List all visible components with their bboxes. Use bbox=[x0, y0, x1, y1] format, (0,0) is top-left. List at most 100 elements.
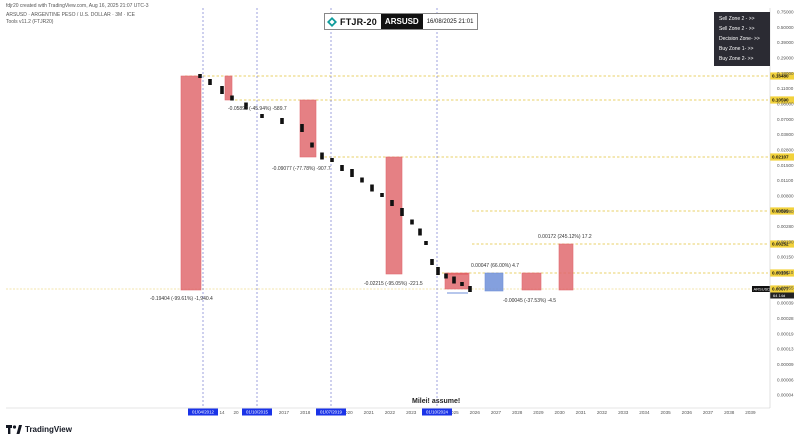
x-tick-label: 2034 bbox=[639, 410, 650, 415]
pair-badge: ARSUSD bbox=[380, 14, 423, 29]
y-tick-label: 0.00006 bbox=[777, 377, 794, 382]
y-tick-label: 0.11000 bbox=[777, 86, 794, 91]
zone-item-buy-2: Buy Zone 2- >> bbox=[719, 56, 754, 62]
chart-caption: Milei! assume! bbox=[412, 398, 461, 405]
x-tick-label: 2031 bbox=[576, 410, 587, 415]
x-tick-label: 2017 bbox=[279, 410, 290, 415]
y-tick-label: 0.39000 bbox=[777, 40, 794, 45]
annotation-label: 0.00172 (245.12%) 17.2 bbox=[538, 234, 592, 240]
level-label-bg bbox=[770, 240, 794, 248]
y-tick-label: 0.00028 bbox=[777, 316, 794, 321]
gain-box-2026 bbox=[484, 272, 504, 292]
candle bbox=[244, 102, 248, 110]
diamond-logo-icon bbox=[325, 14, 339, 29]
candle bbox=[208, 79, 212, 85]
date-badge-label: 01/10/2015 bbox=[246, 410, 269, 415]
candle bbox=[330, 158, 334, 162]
x-tick-label: 2038 bbox=[724, 410, 735, 415]
candle bbox=[430, 259, 434, 265]
annotation-label: -0.00045 (-37.53%) -4.5 bbox=[503, 298, 556, 304]
candle bbox=[310, 142, 314, 148]
y-tick-label: 0.00009 bbox=[777, 362, 794, 367]
y-tick-label: 0.00390 bbox=[777, 209, 794, 214]
level-label-bg bbox=[770, 285, 794, 293]
x-tick-label: 20 bbox=[233, 410, 239, 415]
level-label-bg bbox=[770, 207, 794, 215]
annotation-label: -0.02215 (-95.05%) -221.5 bbox=[364, 281, 423, 287]
x-tick-label: 2022 bbox=[385, 410, 396, 415]
x-tick-label: 2037 bbox=[703, 410, 714, 415]
header-date: 16/08/2025 21:01 bbox=[426, 18, 474, 25]
annotations: -0.05897 (-45.94%) -589.7 -0.09077 (-77.7… bbox=[150, 106, 592, 304]
y-axis: 0.75000 0.50000 0.39000 0.29000 0.18000 0.110… bbox=[769, 8, 794, 408]
level-label: 0.00077 bbox=[772, 287, 789, 292]
x-tick-label: 2030 bbox=[554, 410, 565, 415]
candle bbox=[410, 219, 414, 225]
y-tick-label: 0.00013 bbox=[777, 347, 794, 352]
date-badge-bg bbox=[188, 408, 218, 416]
decline-box-2021 bbox=[385, 156, 403, 275]
tradingview-brand: TradingView bbox=[25, 425, 72, 434]
zone-item-decision: Decision Zone- >> bbox=[719, 36, 760, 42]
candle bbox=[380, 193, 384, 197]
x-tick-label: 2032 bbox=[597, 410, 608, 415]
date-badge-bg bbox=[316, 408, 346, 416]
y-tick-label: 0.00055 bbox=[777, 285, 794, 290]
symbol-header[interactable]: FTJR-20 ARSUSD 16/08/2025 21:01 bbox=[324, 13, 479, 30]
y-tick-label: 0.29000 bbox=[777, 56, 794, 61]
x-tick-label: 2028 bbox=[512, 410, 523, 415]
candle bbox=[468, 286, 472, 292]
decline-box-2028 bbox=[521, 272, 542, 291]
candle bbox=[444, 273, 448, 279]
zone-item-sell-2a: Sell Zone 2 - >> bbox=[719, 16, 755, 22]
x-tick-label: 2027 bbox=[491, 410, 502, 415]
x-tick-label: 2025 bbox=[448, 410, 459, 415]
candle bbox=[280, 118, 284, 124]
level-label-bg bbox=[770, 72, 794, 80]
candle bbox=[220, 86, 224, 94]
y-tick-label: 0.00280 bbox=[777, 224, 794, 229]
date-badge-label: 01/04/2012 bbox=[192, 410, 215, 415]
y-tick-label: 0.00039 bbox=[777, 301, 794, 306]
level-label-bg bbox=[770, 153, 794, 161]
candle bbox=[436, 267, 440, 275]
y-tick-label: 0.50000 bbox=[777, 25, 794, 30]
y-tick-label: 0.07000 bbox=[777, 117, 794, 122]
candle bbox=[390, 200, 394, 206]
candle bbox=[400, 208, 404, 216]
annotation-label: -0.05897 (-45.94%) -589.7 bbox=[228, 106, 287, 112]
current-price-sub: 64 14d bbox=[773, 293, 785, 298]
candle bbox=[424, 241, 428, 245]
level-label: 0.00105 bbox=[772, 271, 789, 276]
candle bbox=[320, 152, 324, 160]
level-label: 0.00252 bbox=[772, 242, 789, 247]
decline-box-2024 bbox=[444, 272, 470, 290]
tradingview-logo[interactable]: TradingView bbox=[6, 425, 72, 434]
candle bbox=[452, 276, 456, 284]
y-tick-label: 0.01100 bbox=[777, 178, 794, 183]
date-badge-label: 01/07/2019 bbox=[320, 410, 343, 415]
candle bbox=[300, 124, 304, 132]
candle bbox=[418, 228, 422, 236]
y-tick-label: 0.00019 bbox=[777, 331, 794, 336]
candle bbox=[350, 169, 354, 177]
level-label: 0.00599 bbox=[772, 209, 789, 214]
y-tick-label: 0.00110 bbox=[777, 270, 794, 275]
tradingview-mark-icon bbox=[6, 425, 22, 434]
current-price-pair-bg bbox=[752, 286, 770, 292]
y-tick-label: 0.75000 bbox=[777, 10, 794, 15]
candle bbox=[460, 282, 464, 286]
decline-box-2013 bbox=[224, 75, 233, 101]
level-label: 0.02107 bbox=[772, 155, 789, 160]
candle bbox=[340, 165, 344, 171]
x-tick-label: 2023 bbox=[406, 410, 417, 415]
level-lines: 0.164800.105900.021070.005990.002520.001… bbox=[6, 72, 794, 299]
candle bbox=[230, 95, 234, 101]
date-badge-bg bbox=[242, 408, 272, 416]
move-boxes bbox=[180, 75, 574, 294]
y-tick-label: 0.02800 bbox=[777, 147, 794, 152]
date-badge-label: 01/10/2024 bbox=[426, 410, 449, 415]
current-price-pair: ARSUSD bbox=[754, 287, 771, 292]
